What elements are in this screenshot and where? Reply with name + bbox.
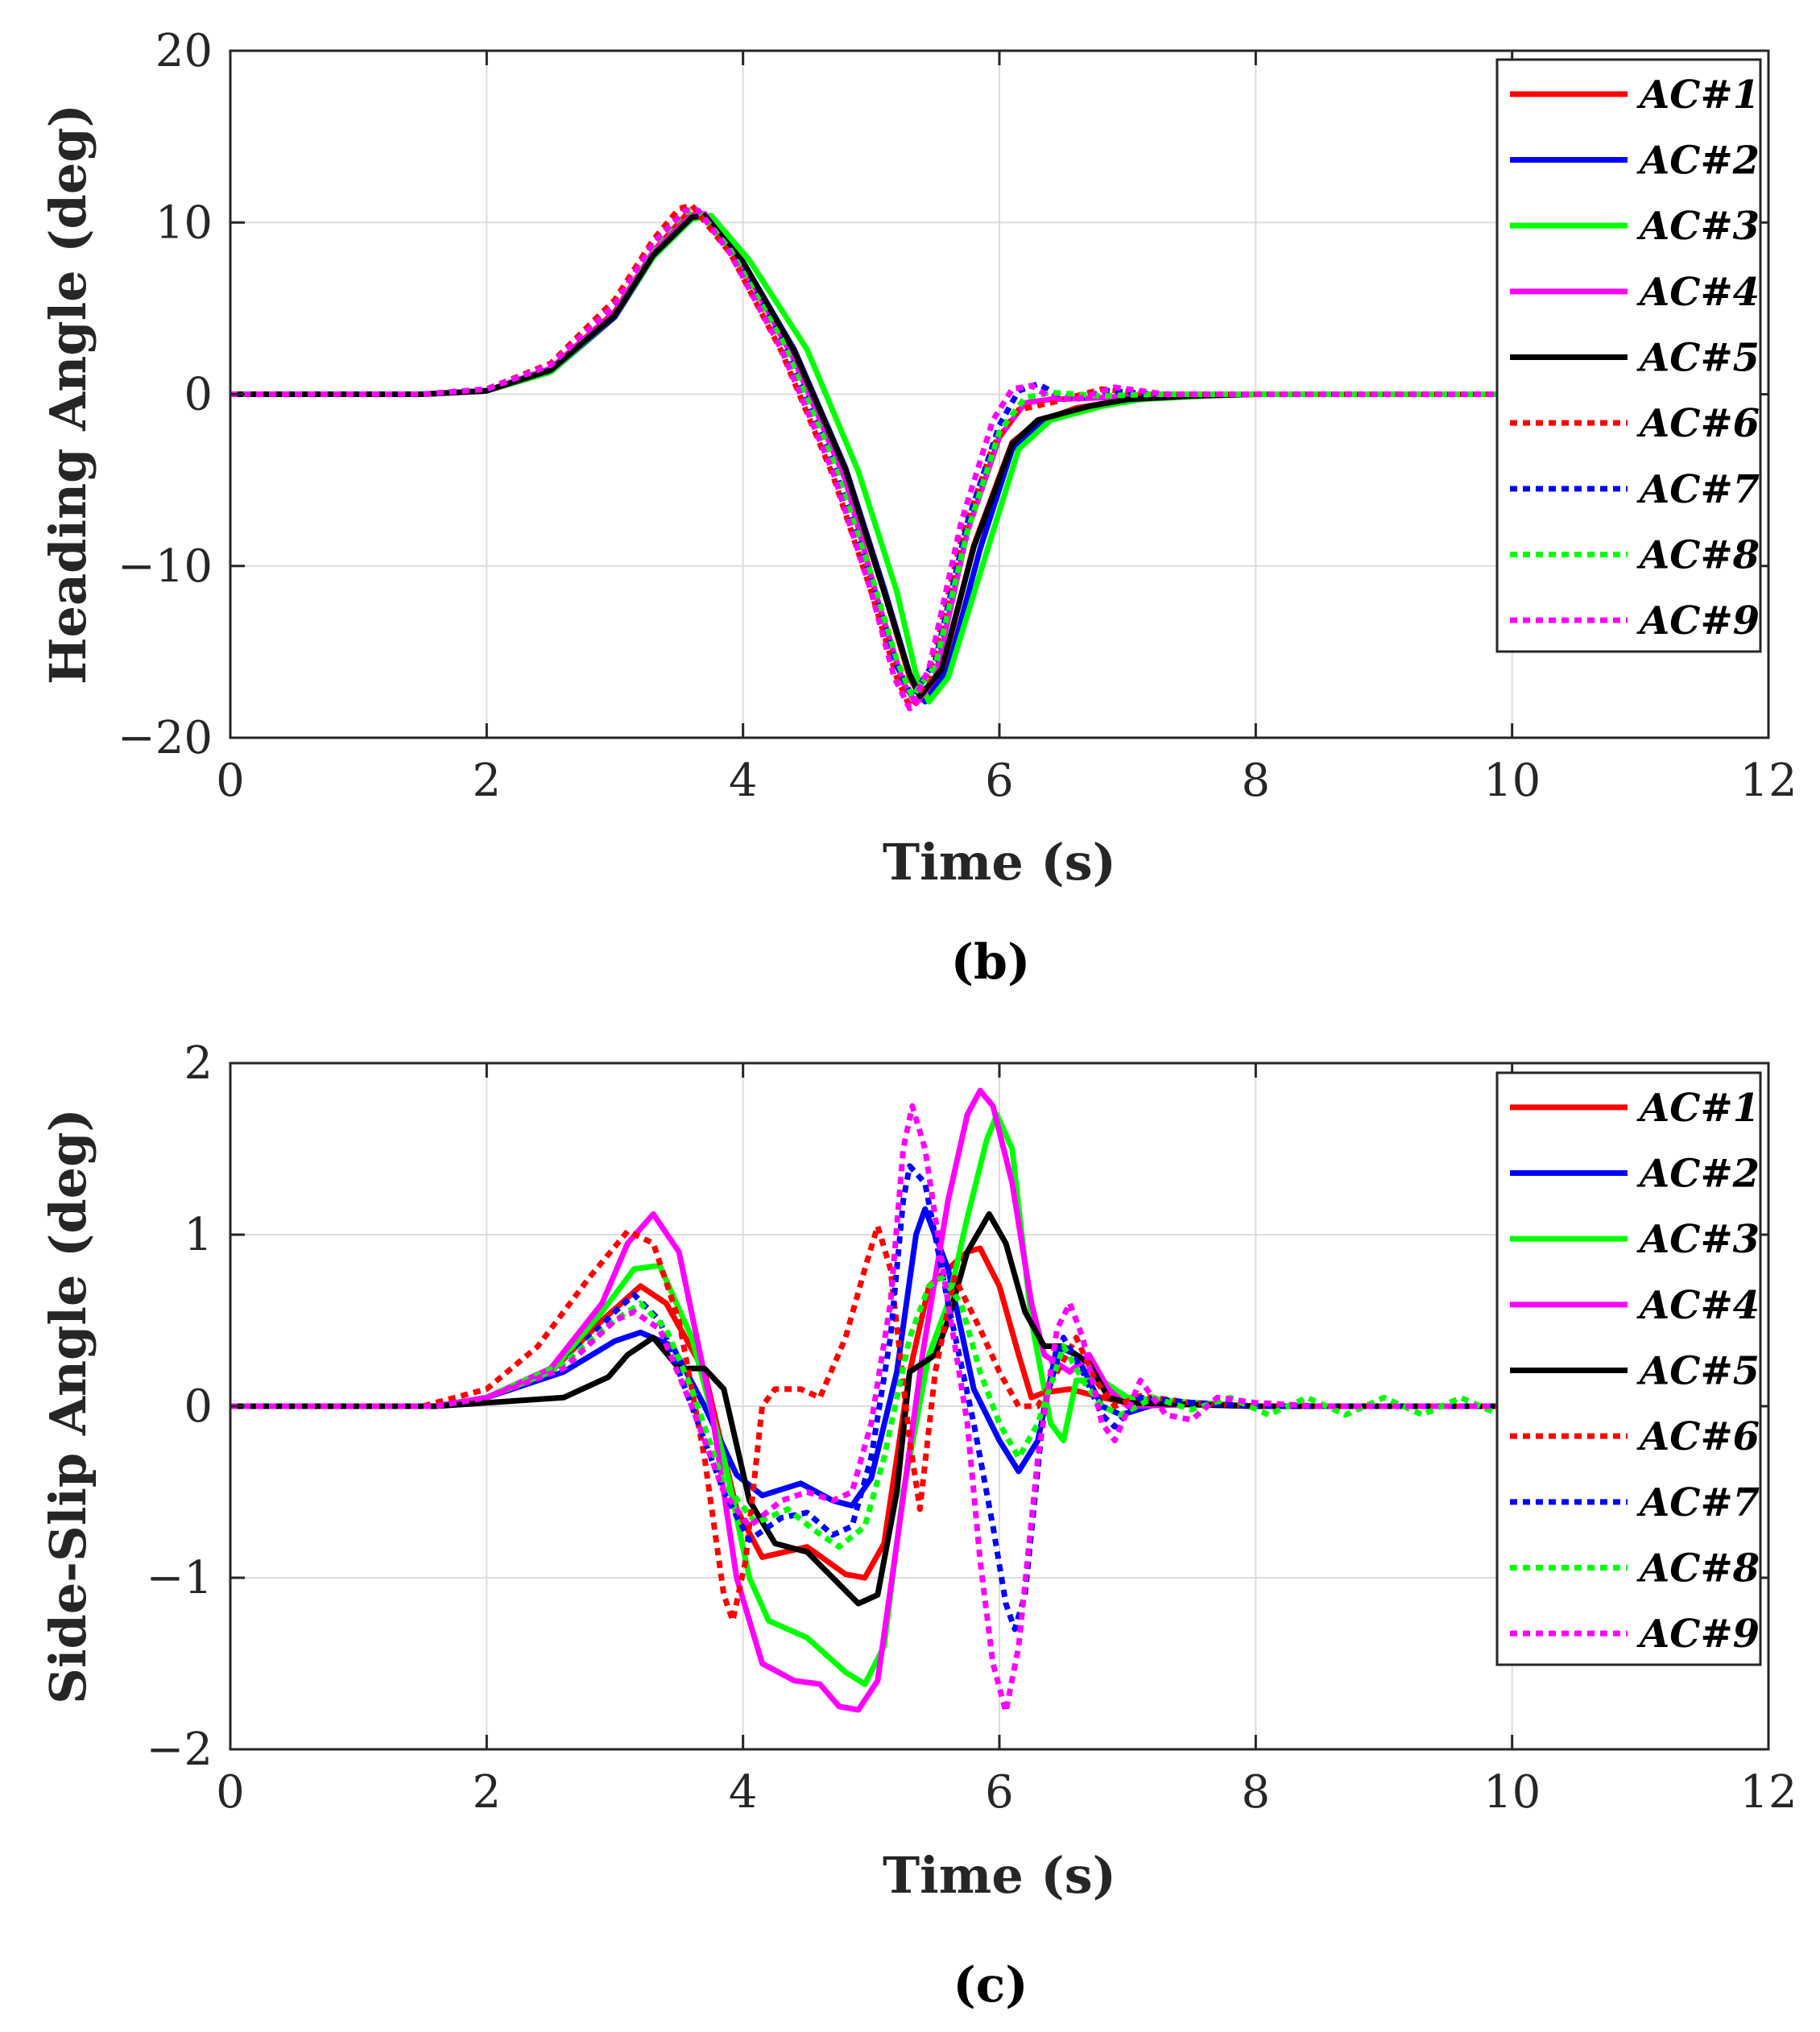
y-tick-label: 2 xyxy=(184,1037,213,1090)
series-line-AC5 xyxy=(230,1211,1512,1607)
y-axis-title: Heading Angle (deg) xyxy=(39,104,97,685)
legend: AC#1 AC#2 AC#3 AC#4 AC#5 AC#6 AC#7 AC#8 AC#9 xyxy=(1495,58,1762,653)
y-axis-title: Side-Slip Angle (deg) xyxy=(39,1108,97,1704)
y-tick-label: 0 xyxy=(184,369,213,421)
legend-label: AC#4 xyxy=(1636,1283,1760,1328)
legend-label: AC#1 xyxy=(1636,1086,1760,1131)
x-tick-label: 2 xyxy=(473,1766,502,1819)
x-tick-label: 0 xyxy=(216,755,245,807)
x-tick-label: 4 xyxy=(729,1766,758,1819)
legend-label: AC#9 xyxy=(1636,1612,1760,1657)
y-tick-label: −10 xyxy=(118,540,213,593)
y-tick-label: 1 xyxy=(184,1209,213,1261)
x-tick-label: 4 xyxy=(729,755,758,807)
legend-label: AC#8 xyxy=(1636,1546,1760,1591)
x-tick-label: 6 xyxy=(985,1766,1014,1819)
series-line-AC8 xyxy=(230,1274,1514,1550)
x-tick-label: 6 xyxy=(985,755,1014,807)
series-line-AC5 xyxy=(230,213,1512,700)
legend-label: AC#5 xyxy=(1636,1349,1760,1394)
y-tick-label: −1 xyxy=(146,1552,213,1604)
series-line-AC9 xyxy=(230,207,1512,712)
caption-c: (c) xyxy=(953,1957,1028,2013)
x-tick-label: 0 xyxy=(216,1766,245,1819)
x-tick-label: 2 xyxy=(473,755,502,807)
y-tick-label: −20 xyxy=(118,712,213,764)
legend-label: AC#3 xyxy=(1636,204,1760,249)
series-line-AC1 xyxy=(230,1245,1512,1581)
legend-label: AC#6 xyxy=(1636,401,1760,446)
x-tick-label: 12 xyxy=(1739,1766,1797,1819)
y-tick-label: −2 xyxy=(146,1724,213,1776)
series-line-AC6 xyxy=(230,1223,1512,1624)
series-line-AC8 xyxy=(230,207,1512,700)
y-tick-label: 10 xyxy=(155,197,213,249)
x-tick-label: 12 xyxy=(1739,755,1797,807)
legend-label: AC#5 xyxy=(1636,336,1760,381)
series-line-AC9 xyxy=(230,1103,1512,1715)
legend-label: AC#7 xyxy=(1636,1480,1760,1525)
x-axis-title: Time (s) xyxy=(883,833,1116,892)
series-group xyxy=(230,202,1512,712)
legend-label: AC#8 xyxy=(1636,533,1760,578)
legend-label: AC#1 xyxy=(1636,72,1760,118)
x-tick-label: 8 xyxy=(1242,755,1271,807)
legend-label: AC#9 xyxy=(1636,598,1760,644)
legend-label: AC#2 xyxy=(1636,139,1760,184)
x-tick-label: 10 xyxy=(1483,1766,1541,1819)
legend-label: AC#7 xyxy=(1636,467,1760,512)
legend-label: AC#4 xyxy=(1636,270,1760,315)
x-axis-title: Time (s) xyxy=(883,1846,1116,1905)
legend-label: AC#3 xyxy=(1636,1217,1760,1262)
y-tick-label: 0 xyxy=(184,1380,213,1433)
legend-label: AC#2 xyxy=(1636,1152,1760,1197)
y-tick-label: 20 xyxy=(155,25,213,77)
legend: AC#1 AC#2 AC#3 AC#4 AC#5 AC#6 AC#7 AC#8 AC#9 xyxy=(1495,1071,1762,1666)
legend-label: AC#6 xyxy=(1636,1414,1760,1459)
x-tick-label: 8 xyxy=(1242,1766,1271,1819)
caption-b: (b) xyxy=(951,934,1031,991)
series-group xyxy=(230,1087,1514,1715)
heading-angle-chart: 0 2 4 6 8 10 12 −20 −10 0 10 20 Time (s) Heading Angl… xyxy=(39,25,1797,892)
x-tick-label: 10 xyxy=(1483,755,1541,807)
